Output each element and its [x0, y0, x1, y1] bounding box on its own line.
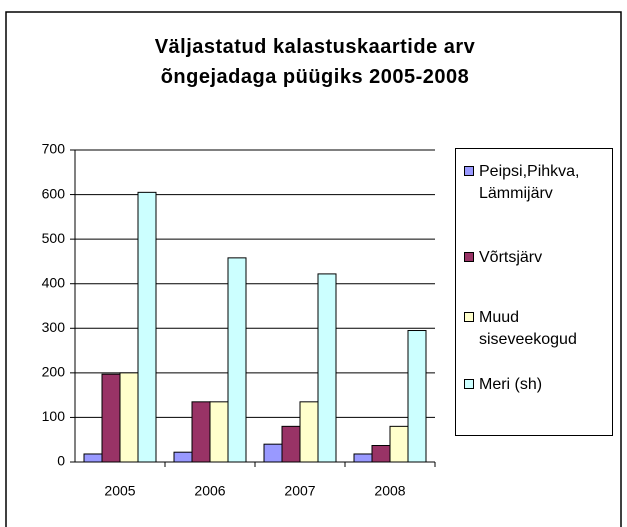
- bar: [263, 443, 283, 463]
- legend: Peipsi,Pihkva, Lämmijärv Võrtsjärv Muud si…: [455, 148, 613, 436]
- legend-swatch: [464, 379, 474, 389]
- bar: [227, 257, 247, 463]
- bar: [407, 330, 427, 463]
- legend-label: Peipsi,Pihkva, Lämmijärv: [479, 163, 580, 202]
- bar: [191, 401, 211, 463]
- legend-item: Meri (sh): [464, 374, 614, 396]
- legend-label: Muud siseveekogud: [479, 309, 577, 348]
- legend-item: Muud siseveekogud: [464, 307, 614, 351]
- bar: [299, 401, 319, 463]
- x-tick-label: 2008: [374, 483, 405, 499]
- chart-title: Väljastatud kalastuskaartide arv õngejad…: [154, 36, 476, 88]
- legend-label: Meri (sh): [479, 376, 543, 393]
- legend-label: Võrtsjärv: [479, 249, 543, 266]
- x-tick-label: 2007: [284, 483, 315, 499]
- y-tick-label: 100: [42, 408, 66, 424]
- legend-item: Võrtsjärv: [464, 247, 614, 269]
- y-tick-label: 700: [42, 141, 66, 157]
- bar: [389, 425, 409, 463]
- bar: [281, 425, 301, 463]
- y-tick-label: 500: [42, 230, 66, 246]
- legend-swatch: [464, 312, 474, 322]
- x-tick-label: 2006: [194, 483, 225, 499]
- y-tick-label: 400: [42, 274, 66, 290]
- y-tick-label: 300: [42, 319, 66, 335]
- y-tick-label: 600: [42, 185, 66, 201]
- bar: [101, 373, 121, 463]
- legend-item: Peipsi,Pihkva, Lämmijärv: [464, 161, 614, 205]
- bar: [137, 191, 157, 463]
- bar: [371, 445, 391, 463]
- bar: [317, 273, 337, 463]
- bar: [173, 451, 193, 463]
- bar: [353, 453, 373, 463]
- bar: [119, 372, 139, 463]
- y-tick-label: 0: [57, 453, 65, 469]
- bar: [209, 401, 229, 463]
- legend-swatch: [464, 252, 474, 262]
- legend-swatch: [464, 166, 474, 176]
- x-tick-label: 2005: [104, 483, 135, 499]
- bar: [83, 453, 103, 463]
- y-tick-label: 200: [42, 364, 66, 380]
